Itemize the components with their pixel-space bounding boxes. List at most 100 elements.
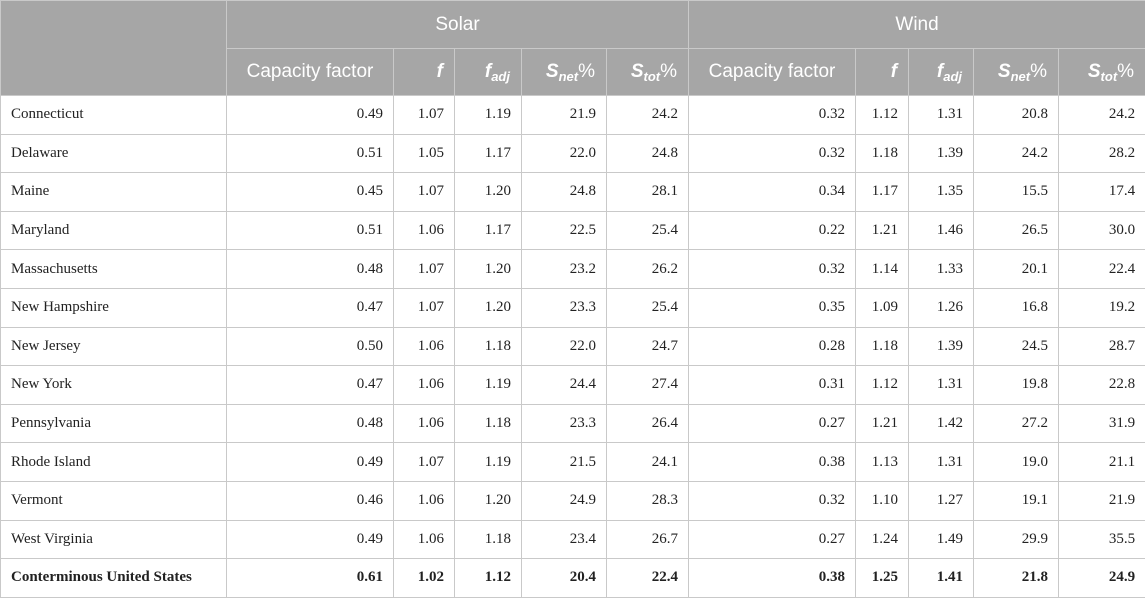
solar-capacity-factor-cell: 0.51 (227, 211, 394, 250)
wind-f-adj-cell: 1.33 (909, 250, 974, 289)
wind-s-tot-pct-cell: 21.1 (1059, 443, 1145, 482)
solar-f-cell: 1.06 (394, 327, 455, 366)
wind-s-net-pct-cell: 20.1 (974, 250, 1059, 289)
solar-f-cell: 1.02 (394, 559, 455, 598)
header-group-wind: Wind (689, 1, 1145, 49)
col-header-solar-f-adj: fadj (455, 49, 522, 96)
solar-capacity-factor-cell: 0.45 (227, 173, 394, 212)
solar-s-net-pct-cell: 20.4 (522, 559, 607, 598)
solar-f-adj-cell: 1.20 (455, 288, 522, 327)
solar-s-net-pct-cell: 22.5 (522, 211, 607, 250)
wind-f-cell: 1.24 (856, 520, 909, 559)
wind-capacity-factor-cell: 0.31 (689, 366, 856, 405)
wind-s-tot-pct-cell: 22.4 (1059, 250, 1145, 289)
solar-s-net-pct-cell: 21.9 (522, 96, 607, 135)
wind-capacity-factor-cell: 0.38 (689, 443, 856, 482)
wind-capacity-factor-cell: 0.32 (689, 134, 856, 173)
wind-s-tot-pct-cell: 19.2 (1059, 288, 1145, 327)
solar-capacity-factor-cell: 0.49 (227, 96, 394, 135)
wind-s-net-pct-cell: 15.5 (974, 173, 1059, 212)
wind-capacity-factor-cell: 0.35 (689, 288, 856, 327)
state-cell: Conterminous United States (1, 559, 227, 598)
wind-f-adj-cell: 1.49 (909, 520, 974, 559)
wind-f-adj-cell: 1.46 (909, 211, 974, 250)
solar-capacity-factor-cell: 0.47 (227, 288, 394, 327)
wind-f-adj-cell: 1.27 (909, 481, 974, 520)
solar-s-tot-pct-cell: 27.4 (607, 366, 689, 405)
solar-s-tot-pct-cell: 24.7 (607, 327, 689, 366)
solar-capacity-factor-cell: 0.51 (227, 134, 394, 173)
wind-f-adj-cell: 1.39 (909, 134, 974, 173)
wind-capacity-factor-cell: 0.38 (689, 559, 856, 598)
wind-capacity-factor-cell: 0.34 (689, 173, 856, 212)
solar-f-adj-cell: 1.19 (455, 443, 522, 482)
solar-s-net-pct-cell: 23.3 (522, 288, 607, 327)
wind-f-adj-cell: 1.31 (909, 443, 974, 482)
wind-s-tot-pct-cell: 24.2 (1059, 96, 1145, 135)
solar-s-tot-pct-cell: 24.2 (607, 96, 689, 135)
wind-s-tot-pct-cell: 22.8 (1059, 366, 1145, 405)
col-header-wind-f-adj: fadj (909, 49, 974, 96)
col-header-wind-s-net-pct: Snet% (974, 49, 1059, 96)
solar-capacity-factor-cell: 0.46 (227, 481, 394, 520)
col-header-solar-s-net-pct: Snet% (522, 49, 607, 96)
wind-f-adj-cell: 1.35 (909, 173, 974, 212)
solar-f-cell: 1.07 (394, 173, 455, 212)
state-cell: Maine (1, 173, 227, 212)
solar-s-tot-pct-cell: 25.4 (607, 288, 689, 327)
wind-f-cell: 1.18 (856, 327, 909, 366)
solar-s-tot-pct-cell: 28.3 (607, 481, 689, 520)
solar-s-tot-pct-cell: 28.1 (607, 173, 689, 212)
state-cell: Vermont (1, 481, 227, 520)
wind-s-net-pct-cell: 19.8 (974, 366, 1059, 405)
solar-s-net-pct-cell: 22.0 (522, 327, 607, 366)
wind-capacity-factor-cell: 0.32 (689, 250, 856, 289)
solar-f-cell: 1.07 (394, 443, 455, 482)
wind-f-cell: 1.12 (856, 96, 909, 135)
col-header-wind-f: f (856, 49, 909, 96)
state-cell: Rhode Island (1, 443, 227, 482)
state-cell: Connecticut (1, 96, 227, 135)
state-cell: New Jersey (1, 327, 227, 366)
solar-s-net-pct-cell: 21.5 (522, 443, 607, 482)
state-cell: New York (1, 366, 227, 405)
wind-s-tot-pct-cell: 30.0 (1059, 211, 1145, 250)
header-corner-cell (1, 1, 227, 96)
wind-s-net-pct-cell: 20.8 (974, 96, 1059, 135)
solar-f-adj-cell: 1.19 (455, 366, 522, 405)
solar-s-net-pct-cell: 24.8 (522, 173, 607, 212)
solar-f-cell: 1.06 (394, 366, 455, 405)
state-cell: Massachusetts (1, 250, 227, 289)
wind-s-tot-pct-cell: 24.9 (1059, 559, 1145, 598)
solar-f-cell: 1.05 (394, 134, 455, 173)
wind-s-net-pct-cell: 29.9 (974, 520, 1059, 559)
solar-f-adj-cell: 1.20 (455, 481, 522, 520)
wind-f-cell: 1.13 (856, 443, 909, 482)
solar-capacity-factor-cell: 0.47 (227, 366, 394, 405)
solar-f-cell: 1.06 (394, 520, 455, 559)
col-header-wind-s-tot-pct: Stot% (1059, 49, 1145, 96)
solar-f-cell: 1.06 (394, 481, 455, 520)
solar-capacity-factor-cell: 0.48 (227, 250, 394, 289)
solar-capacity-factor-cell: 0.61 (227, 559, 394, 598)
solar-f-adj-cell: 1.17 (455, 211, 522, 250)
solar-capacity-factor-cell: 0.50 (227, 327, 394, 366)
solar-f-adj-cell: 1.20 (455, 173, 522, 212)
wind-s-net-pct-cell: 27.2 (974, 404, 1059, 443)
wind-f-cell: 1.21 (856, 211, 909, 250)
col-header-solar-f: f (394, 49, 455, 96)
solar-s-net-pct-cell: 23.2 (522, 250, 607, 289)
